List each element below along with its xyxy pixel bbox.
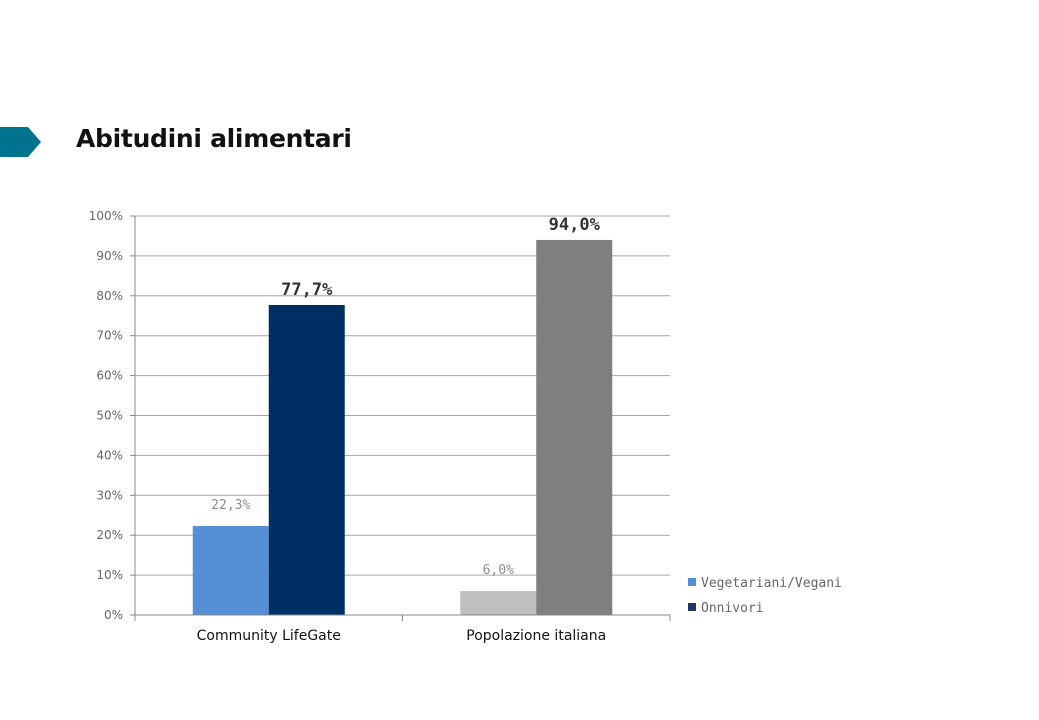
legend-swatch bbox=[688, 578, 696, 586]
y-tick-label: 0% bbox=[104, 608, 123, 622]
y-tick-label: 80% bbox=[96, 289, 123, 303]
y-tick-label: 20% bbox=[96, 528, 123, 542]
y-tick-label: 30% bbox=[96, 488, 123, 502]
category-labels: Community LifeGate Popolazione italiana bbox=[197, 628, 607, 644]
bar-onnivori-1 bbox=[536, 239, 613, 615]
bar-onnivori-0 bbox=[268, 304, 345, 615]
y-tick-label: 90% bbox=[96, 249, 123, 263]
legend: Vegetariani/Vegani Onnivori bbox=[688, 576, 842, 616]
bar-vegetariani-1 bbox=[460, 591, 537, 615]
page-title: Abitudini alimentari bbox=[76, 124, 352, 153]
title-arrow-shape bbox=[0, 127, 41, 157]
y-tick-label: 10% bbox=[96, 568, 123, 582]
data-label: 22,3% bbox=[211, 498, 250, 513]
title-arrow-marker bbox=[0, 127, 41, 157]
y-tick-label: 100% bbox=[89, 209, 123, 223]
y-tick-label: 40% bbox=[96, 448, 123, 462]
category-label: Community LifeGate bbox=[197, 628, 341, 644]
y-tick-label: 60% bbox=[96, 369, 123, 383]
axes bbox=[134, 216, 671, 621]
category-label: Popolazione italiana bbox=[466, 628, 606, 644]
data-label: 6,0% bbox=[483, 563, 514, 578]
data-label: 94,0% bbox=[549, 215, 601, 235]
legend-label: Onnivori bbox=[701, 601, 764, 616]
y-tick-label: 70% bbox=[96, 329, 123, 343]
data-label: 77,7% bbox=[281, 280, 333, 300]
data-labels: 22,3% 77,7% 6,0% 94,0% bbox=[211, 215, 600, 578]
y-axis-ticks: 0% 10% 20% 30% 40% 50% 60% 70% 80% 90% 100% bbox=[89, 209, 135, 622]
y-tick-label: 50% bbox=[96, 409, 123, 423]
bar-vegetariani-0 bbox=[192, 526, 269, 615]
bars bbox=[192, 239, 613, 615]
legend-label: Vegetariani/Vegani bbox=[701, 576, 842, 591]
legend-swatch bbox=[688, 603, 696, 611]
